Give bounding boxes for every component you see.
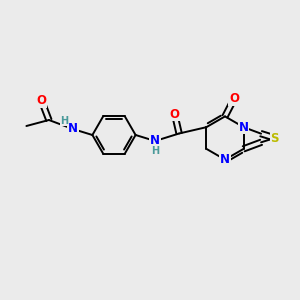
Text: H: H	[60, 116, 69, 126]
Text: N: N	[68, 122, 78, 136]
Text: O: O	[36, 94, 46, 107]
Text: S: S	[271, 131, 279, 145]
Text: N: N	[220, 153, 230, 166]
Text: N: N	[150, 134, 160, 148]
Text: O: O	[169, 107, 180, 121]
Text: H: H	[151, 146, 159, 157]
Text: O: O	[229, 92, 239, 106]
Text: N: N	[239, 121, 249, 134]
